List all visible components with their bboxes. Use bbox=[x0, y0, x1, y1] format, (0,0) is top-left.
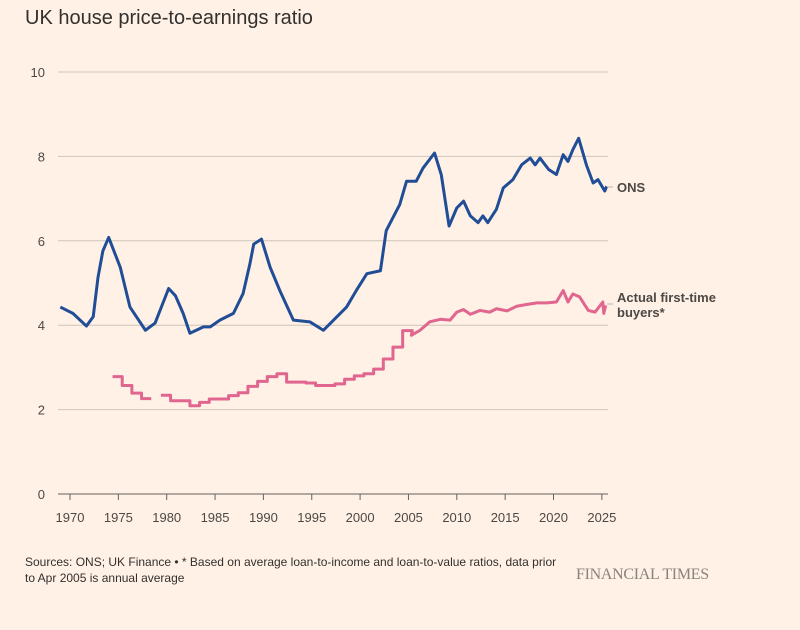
x-tick-label: 2000 bbox=[346, 510, 375, 525]
x-tick-label: 2015 bbox=[491, 510, 520, 525]
x-tick-label: 2005 bbox=[394, 510, 423, 525]
ons-series-line bbox=[59, 136, 609, 335]
y-tick-label: 2 bbox=[38, 403, 45, 418]
x-tick-label: 2025 bbox=[587, 510, 616, 525]
plot-area bbox=[59, 136, 609, 408]
y-tick-label: 6 bbox=[38, 234, 45, 249]
ftb-series-label-line2: buyers* bbox=[617, 305, 666, 320]
x-tick-label: 1995 bbox=[297, 510, 326, 525]
ftb-series-line bbox=[112, 289, 608, 408]
y-tick-label: 8 bbox=[38, 149, 45, 164]
x-tick-label: 2020 bbox=[539, 510, 568, 525]
x-tick-label: 1970 bbox=[56, 510, 85, 525]
y-tick-label: 0 bbox=[38, 487, 45, 502]
chart-title: UK house price-to-earnings ratio bbox=[25, 7, 313, 29]
x-tick-label: 1985 bbox=[201, 510, 230, 525]
y-tick-label: 10 bbox=[31, 65, 45, 80]
series-labels: ONS Actual first-time buyers* bbox=[607, 180, 716, 320]
source-note: Sources: ONS; UK Finance • * Based on av… bbox=[25, 555, 557, 585]
x-axis: 1970 1975 1980 1985 1990 1995 2000 2005 2010 2015… bbox=[56, 494, 616, 525]
ft-logo: FINANCIAL TIMES bbox=[576, 566, 709, 583]
x-tick-label: 1975 bbox=[104, 510, 133, 525]
x-tick-label: 1980 bbox=[152, 510, 181, 525]
gridlines bbox=[58, 71, 608, 495]
y-tick-label: 4 bbox=[38, 318, 45, 333]
x-tick-label: 2010 bbox=[442, 510, 471, 525]
ons-series-label: ONS bbox=[617, 180, 646, 195]
y-axis: 0 2 4 6 8 10 bbox=[31, 65, 45, 502]
x-tick-label: 1990 bbox=[249, 510, 278, 525]
ftb-series-label-line1: Actual first-time bbox=[617, 290, 716, 305]
